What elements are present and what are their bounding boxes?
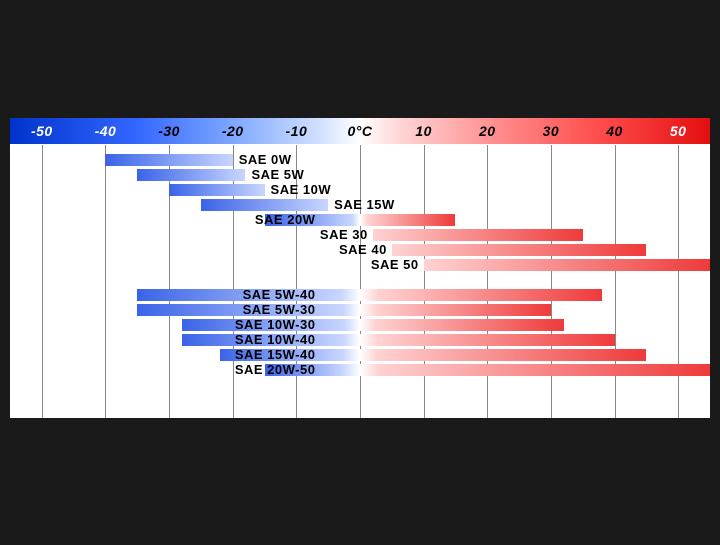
axis-tick-label: -30 — [158, 118, 180, 144]
oil-grade-bar — [424, 259, 710, 271]
sae-viscosity-chart: -50 -40 -30 -20 -10 0°C 10 20 30 40 50 SAE 0W SAE 5… — [10, 118, 710, 418]
axis-tick-label: 0°C — [348, 118, 373, 144]
oil-grade-label: SAE 40 — [307, 244, 387, 256]
oil-grade-label: SAE 20W-50 — [195, 364, 315, 376]
oil-grade-label: SAE 50 — [339, 259, 419, 271]
oil-grade-bar — [392, 244, 647, 256]
axis-tick-label: -50 — [31, 118, 53, 144]
oil-grade-label: SAE 5W-40 — [195, 289, 315, 301]
oil-grade-label: SAE 10W-30 — [195, 319, 315, 331]
axis-tick-label: 40 — [606, 118, 623, 144]
oil-grade-bar — [169, 184, 264, 196]
oil-grade-bar — [373, 229, 583, 241]
oil-grade-label: SAE 5W — [251, 169, 304, 181]
oil-grade-bar — [201, 199, 328, 211]
axis-tick-label: 10 — [415, 118, 432, 144]
axis-tick-label: 20 — [479, 118, 496, 144]
oil-grade-bar — [265, 364, 710, 376]
axis-tick-label: -20 — [222, 118, 244, 144]
axis-tick-label: -40 — [95, 118, 117, 144]
oil-grade-label: SAE 5W-30 — [195, 304, 315, 316]
bars-area: SAE 0W SAE 5W SAE 10WSAE 15W SAE 20W SAE 30 S… — [10, 144, 710, 418]
oil-grade-label: SAE 15W — [334, 199, 395, 211]
oil-grade-label: SAE 10W — [271, 184, 332, 196]
oil-grade-bar — [105, 154, 232, 166]
axis-tick-label: 30 — [543, 118, 560, 144]
axis-tick-label: 50 — [670, 118, 687, 144]
oil-grade-bar — [137, 169, 245, 181]
temperature-scale-header: -50 -40 -30 -20 -10 0°C 10 20 30 40 50 — [10, 118, 710, 145]
page-canvas: -50 -40 -30 -20 -10 0°C 10 20 30 40 50 SAE 0W SAE 5… — [0, 0, 720, 545]
oil-grade-label: SAE 0W — [239, 154, 292, 166]
oil-grade-label: SAE 15W-40 — [195, 349, 315, 361]
oil-grade-label: SAE 10W-40 — [195, 334, 315, 346]
axis-tick-label: -10 — [285, 118, 307, 144]
oil-grade-label: SAE 20W — [195, 214, 315, 226]
oil-grade-label: SAE 30 — [288, 229, 368, 241]
